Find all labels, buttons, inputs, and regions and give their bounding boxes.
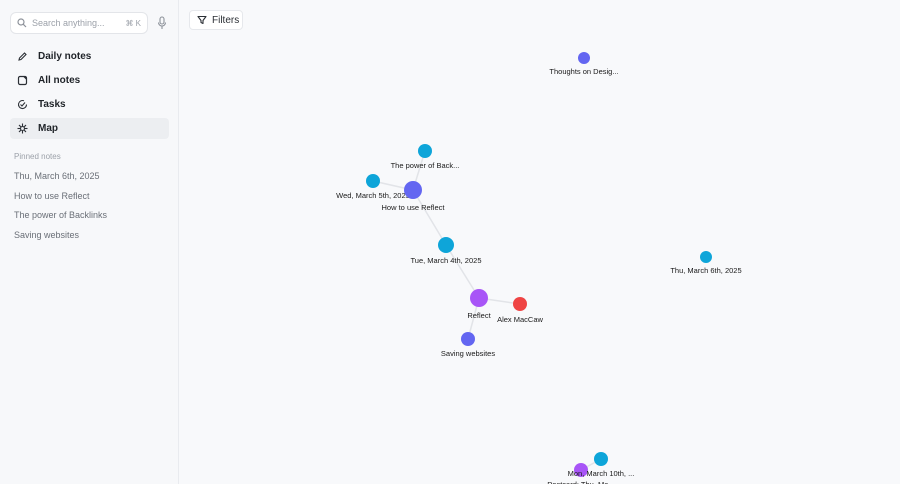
- pinned-notes-heading: Pinned notes: [14, 152, 61, 161]
- graph-node-reflect[interactable]: Reflect: [467, 289, 492, 320]
- note-icon: [17, 75, 28, 86]
- pinned-notes: Pinned notes Thu, March 6th, 2025 How to…: [14, 152, 107, 249]
- sidebar-item-label: Daily notes: [38, 51, 92, 62]
- sidebar-item-tasks[interactable]: Tasks: [10, 94, 169, 115]
- svg-text:Mon, March 10th, ...: Mon, March 10th, ...: [568, 469, 635, 478]
- svg-text:Saving websites: Saving websites: [441, 349, 495, 358]
- sidebar-item-map[interactable]: Map: [10, 118, 169, 139]
- sidebar-item-label: Map: [38, 123, 58, 134]
- svg-text:Wed, March 5th, 2025: Wed, March 5th, 2025: [336, 191, 410, 200]
- sidebar-item-label: All notes: [38, 75, 81, 86]
- graph-node-power-of-backlinks[interactable]: The power of Back...: [391, 144, 460, 170]
- task-check-icon: [17, 99, 28, 110]
- svg-text:How to use Reflect: How to use Reflect: [382, 203, 446, 212]
- graph-node-thoughts-on-design[interactable]: Thoughts on Desig...: [549, 52, 619, 76]
- graph-node-postcard[interactable]: Postcard: Thu, Ma...: [547, 463, 615, 484]
- graph-node-tue-march-4th[interactable]: Tue, March 4th, 2025: [410, 237, 482, 265]
- pinned-note-item[interactable]: How to use Reflect: [14, 190, 90, 201]
- svg-text:Tue, March 4th, 2025: Tue, March 4th, 2025: [410, 256, 481, 265]
- search-placeholder: Search anything...: [32, 18, 105, 28]
- filters-button[interactable]: Filters: [189, 10, 243, 30]
- pinned-note-item[interactable]: The power of Backlinks: [14, 210, 108, 220]
- pinned-note-item[interactable]: Saving websites: [14, 229, 80, 240]
- filters-label: Filters: [212, 14, 240, 26]
- pinned-note-item[interactable]: Thu, March 6th, 2025: [14, 171, 100, 181]
- svg-text:Postcard: Thu, Ma...: Postcard: Thu, Ma...: [547, 480, 614, 484]
- graph-node-how-to-use-reflect[interactable]: How to use Reflect: [382, 181, 446, 212]
- search-input[interactable]: Search anything... ⌘ K: [10, 12, 148, 34]
- graph-node-thu-march-6th[interactable]: Thu, March 6th, 2025: [670, 251, 742, 275]
- svg-text:The power of Back...: The power of Back...: [391, 161, 460, 170]
- svg-text:Reflect: Reflect: [467, 311, 491, 320]
- graph-node-wed-march-5th[interactable]: Wed, March 5th, 2025: [336, 174, 410, 200]
- filter-funnel-icon: [197, 15, 207, 25]
- svg-text:Alex MacCaw: Alex MacCaw: [497, 315, 543, 324]
- map-network-icon: [17, 123, 28, 134]
- graph-node-mon-march-10th[interactable]: Mon, March 10th, ...: [568, 452, 635, 478]
- graph-node-alex-maccaw[interactable]: Alex MacCaw: [497, 297, 544, 324]
- sidebar-nav: Daily notes All notes Tasks Map: [10, 46, 169, 142]
- microphone-icon[interactable]: [156, 16, 168, 30]
- pencil-icon: [17, 51, 28, 62]
- search-shortcut: ⌘ K: [125, 18, 141, 28]
- sidebar: Search anything... ⌘ K Daily notes All n…: [0, 0, 179, 484]
- sidebar-item-all-notes[interactable]: All notes: [10, 70, 169, 91]
- svg-text:Thoughts on Desig...: Thoughts on Desig...: [549, 67, 618, 76]
- search-icon: [17, 18, 27, 28]
- sidebar-item-label: Tasks: [38, 99, 66, 110]
- graph-node-saving-websites[interactable]: Saving websites: [441, 332, 495, 358]
- svg-text:Thu, March 6th, 2025: Thu, March 6th, 2025: [670, 266, 741, 275]
- note-graph-canvas[interactable]: Thoughts on Desig... The power of Back..…: [180, 0, 900, 484]
- sidebar-item-daily-notes[interactable]: Daily notes: [10, 46, 169, 67]
